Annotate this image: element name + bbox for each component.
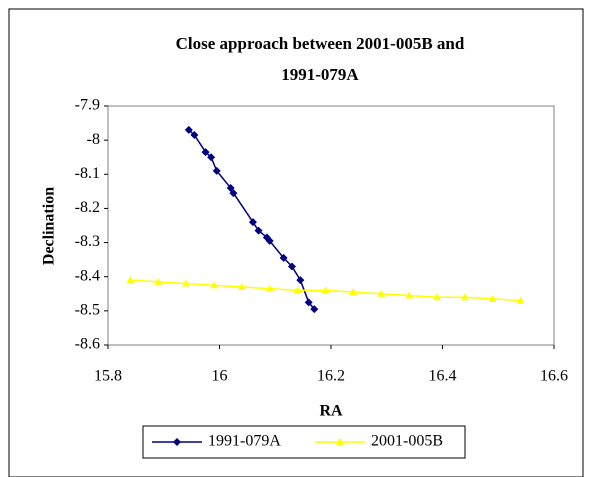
- marker: [432, 293, 441, 301]
- y-tick-label: -7.9: [75, 97, 100, 114]
- chart-title: 1991-079A: [281, 65, 359, 84]
- marker: [207, 153, 216, 162]
- series-line: [188, 129, 315, 310]
- marker: [293, 286, 302, 294]
- y-tick-label: -8.5: [75, 302, 100, 319]
- y-tick-label: -8: [87, 131, 100, 148]
- marker: [184, 125, 193, 134]
- legend-marker: [336, 438, 344, 445]
- marker: [154, 277, 163, 285]
- marker: [126, 276, 135, 284]
- legend-label: 1991-079A: [208, 433, 281, 450]
- x-tick-label: 15.8: [94, 368, 122, 385]
- marker: [254, 226, 263, 235]
- y-tick-label: -8.1: [75, 165, 100, 182]
- marker: [310, 305, 319, 314]
- marker: [279, 253, 288, 262]
- marker: [229, 189, 238, 198]
- y-tick-label: -8.3: [75, 233, 100, 250]
- marker: [287, 262, 296, 271]
- marker: [265, 284, 274, 292]
- x-tick-label: 16: [212, 368, 228, 385]
- marker: [212, 166, 221, 175]
- marker: [265, 236, 274, 245]
- marker: [460, 293, 469, 301]
- plot-area: [107, 105, 555, 346]
- chart-title: Close approach between 2001-005B and: [176, 34, 465, 53]
- marker: [377, 289, 386, 297]
- legend-label: 2001-005B: [371, 433, 443, 450]
- x-tick-label: 16.2: [317, 368, 345, 385]
- marker: [349, 288, 358, 296]
- marker: [488, 294, 497, 302]
- y-tick-label: -8.2: [75, 199, 100, 216]
- marker: [296, 276, 305, 285]
- y-tick-label: -8.6: [75, 336, 100, 353]
- x-tick-label: 16.6: [540, 368, 568, 385]
- marker: [237, 282, 246, 290]
- x-tick-label: 16.4: [429, 368, 457, 385]
- marker: [190, 131, 199, 140]
- marker: [209, 281, 218, 289]
- marker: [182, 279, 191, 287]
- legend-marker: [173, 438, 181, 446]
- marker: [405, 291, 414, 299]
- x-axis-label: RA: [319, 403, 343, 420]
- marker: [321, 286, 330, 294]
- marker: [201, 148, 210, 157]
- y-tick-label: -8.4: [75, 267, 100, 284]
- marker: [516, 296, 525, 304]
- marker: [304, 298, 313, 307]
- marker: [248, 218, 257, 227]
- y-axis-label: Declination: [41, 187, 58, 265]
